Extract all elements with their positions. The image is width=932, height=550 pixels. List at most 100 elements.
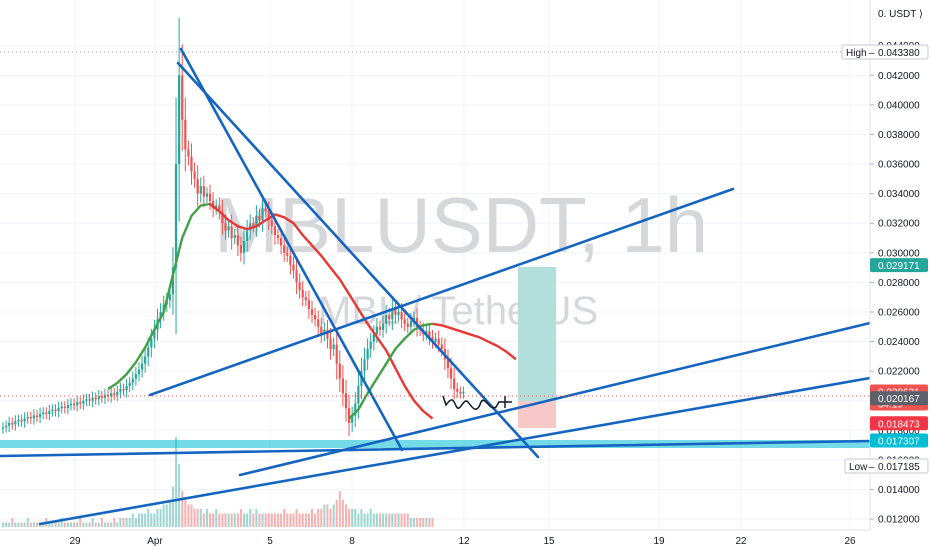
- stop-zone[interactable]: [518, 401, 556, 428]
- volume-bar: [258, 513, 261, 527]
- volume-bar: [378, 513, 381, 527]
- candle-body: [147, 347, 150, 357]
- candle-body: [233, 235, 236, 239]
- volume-bar: [66, 522, 69, 527]
- candle-body: [394, 309, 397, 315]
- volume-bar: [32, 522, 35, 527]
- candle-body: [181, 75, 184, 120]
- candle-body: [140, 363, 144, 370]
- volume-bar: [193, 509, 196, 527]
- candle-body: [446, 359, 450, 369]
- volume-bar: [391, 513, 394, 527]
- trendlines[interactable]: [0, 47, 872, 526]
- time-tick-label: 29: [69, 536, 81, 547]
- projected-path-line[interactable]: [442, 395, 512, 410]
- volume-bar: [338, 491, 341, 527]
- candle-body: [431, 337, 434, 342]
- high-marker-value: 0.043380: [878, 48, 920, 59]
- volume-bar: [199, 509, 202, 527]
- volume-bar: [141, 513, 144, 527]
- candle-body: [351, 415, 354, 423]
- candle-body: [428, 331, 431, 338]
- trendline-support-flat[interactable]: [0, 439, 872, 458]
- price-tag-value: 0.020167: [878, 394, 920, 405]
- low-marker-dash: –: [869, 462, 875, 473]
- candle-body: [48, 411, 51, 415]
- ma-red-line: [209, 203, 434, 420]
- support-band-rect[interactable]: [0, 440, 870, 448]
- candle-body: [369, 341, 372, 349]
- volume-bar: [394, 513, 397, 527]
- volume-bar: [63, 522, 66, 527]
- candle-body: [100, 396, 103, 398]
- volume-bar: [283, 509, 286, 527]
- candle-body: [150, 338, 153, 348]
- candle-body: [227, 226, 230, 231]
- candle-body: [283, 245, 286, 253]
- position-zones[interactable]: [518, 267, 556, 428]
- volume-bar: [239, 509, 242, 527]
- candle-body: [54, 409, 57, 412]
- volume-bar: [227, 513, 230, 527]
- volume-bar: [97, 522, 100, 527]
- volume-bar: [286, 513, 289, 527]
- volume-bar: [187, 504, 190, 527]
- candle-body: [212, 201, 215, 209]
- volume-bar: [236, 513, 239, 527]
- candle-body: [94, 397, 97, 400]
- candle-body: [76, 402, 79, 406]
- candle-body: [1, 427, 5, 429]
- volume-bar: [255, 509, 258, 527]
- volume-bar: [212, 513, 215, 527]
- high-marker-label: High: [846, 48, 867, 59]
- candle-body: [400, 311, 403, 320]
- candle-body: [45, 412, 48, 415]
- volume-bar: [323, 504, 326, 527]
- candle-body: [88, 399, 91, 401]
- candle-body: [134, 374, 137, 379]
- candle-body: [14, 421, 17, 425]
- support-band[interactable]: [0, 440, 870, 448]
- trendline-descending[interactable]: [176, 61, 540, 459]
- candle-body: [320, 326, 323, 335]
- candle-body: [17, 419, 20, 422]
- volume-bar: [190, 504, 193, 527]
- candle-body: [57, 408, 60, 412]
- price-tick-label: 0.038000: [878, 130, 920, 141]
- candle-body: [326, 329, 329, 339]
- candle-body: [239, 245, 243, 253]
- price-axis-currency[interactable]: 0. USDT ⟩: [878, 9, 923, 20]
- trendline-steep[interactable]: [179, 47, 404, 452]
- candle-body: [406, 323, 409, 327]
- trendline-ascending-lower[interactable]: [38, 376, 872, 526]
- candle-body: [298, 282, 301, 290]
- price-tag-box: [870, 416, 928, 431]
- volume-bar: [233, 513, 236, 527]
- candle-body: [261, 208, 264, 221]
- price-tag-value: 0.018473: [878, 419, 920, 430]
- price-tick-label: 0.012000: [878, 515, 920, 526]
- volume-bar: [369, 509, 372, 527]
- volume-bar: [416, 518, 419, 527]
- time-tick-label: 19: [653, 536, 665, 547]
- candle-body: [449, 368, 453, 379]
- volume-bar: [82, 522, 85, 527]
- volume-bar: [181, 491, 184, 527]
- volume-bar: [252, 513, 255, 527]
- volume-bar: [60, 518, 63, 527]
- volume-bar: [184, 500, 187, 527]
- time-axis-ticks: 29 Apr 5 8 12 15 19 22 26: [69, 536, 856, 547]
- volume-bar: [298, 513, 301, 527]
- candle-body: [51, 409, 54, 412]
- target-zone[interactable]: [518, 267, 556, 401]
- projected-path[interactable]: [442, 395, 512, 410]
- volume-bar: [348, 509, 351, 527]
- volume-bar: [412, 518, 415, 527]
- trendline-ascending-upper[interactable]: [148, 187, 735, 397]
- volume-bar: [73, 522, 76, 527]
- candle-body: [144, 356, 147, 364]
- candle-body: [174, 164, 178, 268]
- volume-bar: [76, 522, 79, 527]
- candle-body: [335, 344, 338, 364]
